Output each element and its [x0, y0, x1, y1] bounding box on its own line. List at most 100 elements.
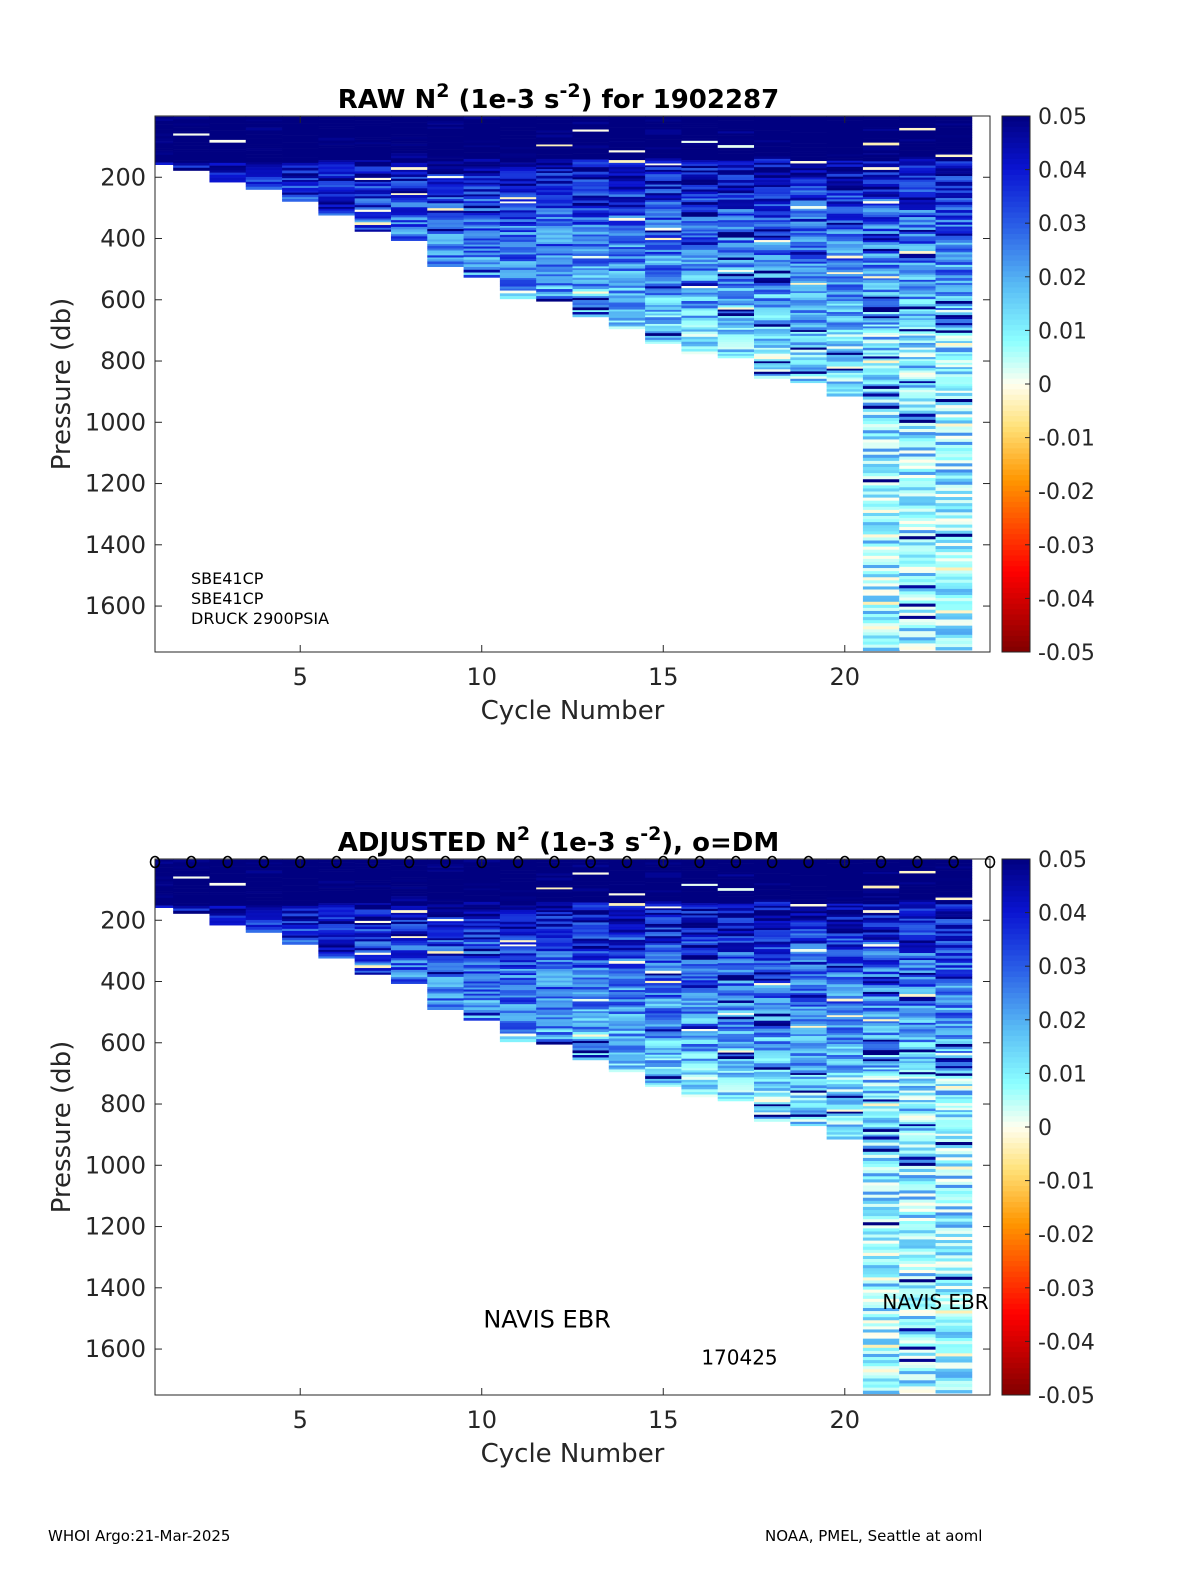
cell — [572, 1032, 610, 1035]
cell — [463, 272, 501, 276]
cell — [427, 227, 464, 230]
cell — [790, 1010, 828, 1013]
cell — [862, 1039, 900, 1042]
cell — [935, 877, 973, 881]
cell — [536, 933, 573, 936]
cell — [862, 296, 900, 299]
cell — [318, 943, 356, 946]
cell — [390, 936, 428, 939]
cell — [209, 880, 247, 884]
cell — [536, 144, 573, 147]
cell — [790, 203, 828, 207]
cell — [572, 931, 610, 935]
cell — [790, 1085, 828, 1089]
cell — [862, 1099, 900, 1102]
cell — [608, 248, 646, 252]
colorbar-band — [1002, 880, 1030, 887]
cell — [754, 156, 791, 160]
cell — [499, 905, 537, 908]
cell — [862, 1350, 900, 1355]
cell — [173, 859, 210, 863]
cell — [536, 185, 573, 188]
cell — [826, 372, 864, 376]
cell — [427, 153, 464, 157]
cell — [899, 207, 936, 211]
cell — [681, 138, 719, 142]
colorbar-band — [1002, 987, 1030, 994]
cell — [935, 985, 973, 988]
colorbar-tick-label: -0.04 — [1038, 587, 1095, 612]
cell — [790, 1029, 828, 1033]
cell — [390, 896, 428, 900]
cell — [499, 1022, 537, 1025]
cell — [826, 1122, 864, 1125]
cell — [318, 863, 356, 867]
cell — [173, 885, 210, 889]
cell — [681, 157, 719, 161]
cell — [935, 570, 973, 574]
cell — [681, 1026, 719, 1030]
profile-cycle-23 — [935, 116, 973, 651]
cell — [245, 134, 283, 137]
cell — [645, 225, 682, 229]
cell — [645, 129, 682, 133]
cell — [645, 1056, 682, 1059]
cell — [826, 303, 864, 306]
cell — [354, 931, 392, 934]
cell — [645, 896, 682, 900]
cell — [390, 859, 428, 863]
cell — [826, 325, 864, 328]
cell — [935, 319, 973, 322]
cell — [826, 267, 864, 271]
cell — [209, 910, 247, 914]
cell — [790, 223, 828, 227]
cell — [790, 994, 828, 999]
cell — [536, 910, 573, 913]
cell — [862, 408, 900, 413]
cell — [463, 199, 501, 202]
cell — [862, 629, 900, 633]
cell — [790, 1090, 828, 1093]
cell — [608, 300, 646, 303]
cell — [754, 336, 791, 339]
cell — [862, 363, 900, 366]
cell — [826, 201, 864, 205]
dm-marker — [294, 855, 306, 869]
cell — [862, 424, 900, 428]
cell — [754, 268, 791, 271]
cell — [935, 379, 973, 383]
cell — [390, 217, 428, 221]
cell — [899, 191, 936, 196]
cell — [790, 231, 828, 234]
x-tick-label: 10 — [466, 1406, 497, 1434]
cell — [899, 1175, 936, 1179]
colorbar-band — [1002, 442, 1030, 449]
cell — [899, 523, 936, 528]
cell — [826, 1100, 864, 1104]
cell — [572, 312, 610, 315]
cell — [645, 983, 682, 986]
cell — [790, 338, 828, 341]
cell — [899, 290, 936, 293]
cell — [899, 1042, 936, 1045]
cell — [754, 1047, 791, 1051]
cell — [935, 1073, 973, 1077]
cell — [681, 296, 719, 300]
cell — [608, 907, 646, 911]
cell — [499, 900, 537, 905]
cell — [899, 1279, 936, 1283]
cell — [572, 129, 610, 132]
cell — [862, 194, 900, 198]
cell — [354, 125, 392, 129]
cell — [572, 239, 610, 242]
cell — [427, 255, 464, 258]
cell — [318, 140, 356, 144]
cell — [318, 903, 356, 906]
cell — [790, 1074, 828, 1078]
cell — [862, 246, 900, 250]
cell — [155, 891, 174, 894]
cell — [245, 873, 283, 876]
cell — [427, 224, 464, 228]
colorbar-tick-label: -0.05 — [1038, 1384, 1095, 1409]
cell — [681, 148, 719, 151]
